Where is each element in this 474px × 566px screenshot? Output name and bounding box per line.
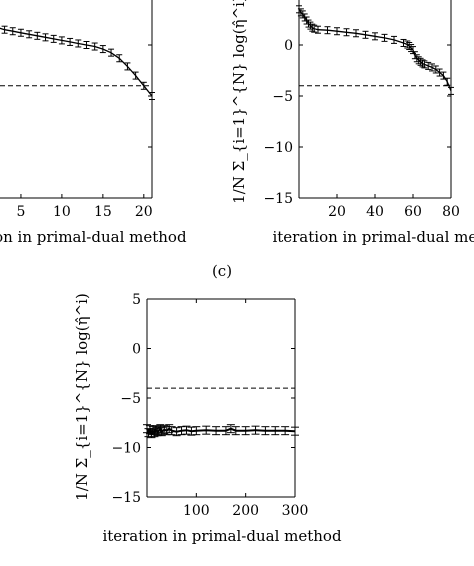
panel-c-data-point <box>172 427 181 437</box>
panel-a-data-point <box>149 92 155 100</box>
panel-b-data-point <box>429 63 435 72</box>
panel-b-data-point <box>334 27 340 36</box>
panel-b-data-point <box>444 77 451 86</box>
panel-b-y-tick-label: −15 <box>263 191 293 207</box>
panel-c-data-point <box>182 425 191 435</box>
panel-a-data-point <box>83 41 90 49</box>
panel-b-plot-area <box>296 0 454 199</box>
panel-b-y-tick-label: 0 <box>284 38 293 54</box>
panel-b-data-point <box>372 32 378 41</box>
panel-b-y-axis-title: 1/N Σ_{i=1}^{N} log(η̂^i) <box>230 0 248 204</box>
panel-c-label: (c) <box>212 262 232 280</box>
panel-c-data-point <box>226 424 235 434</box>
panel-c-y-tick-label: −10 <box>111 441 141 457</box>
panel-a-data-point <box>9 27 16 36</box>
panel-b-x-tick-label: 20 <box>328 204 346 220</box>
panel-c-y-tick-label: −5 <box>120 391 141 407</box>
panel-b-x-tick-label: 80 <box>442 204 460 220</box>
panel-c-data-point <box>271 426 280 436</box>
panel-a-data-point <box>91 42 98 51</box>
panel-c-data-point <box>212 426 221 436</box>
panel-c-y-tick-label: −15 <box>111 490 141 506</box>
panel-c-data-point <box>281 426 290 436</box>
panel-c-y-tick-label: 5 <box>132 292 141 308</box>
panel-a-data-point <box>34 31 41 40</box>
panel-c-data-point <box>291 426 299 436</box>
panel-b-series-line <box>298 8 452 92</box>
panel-c-data-point <box>251 425 260 435</box>
panel-a-data-point <box>58 36 65 45</box>
panel-b-chart: 20 40 60 80 5 0 −5 −10 −15 iteration in primal-… <box>230 0 474 246</box>
panel-c-plot-area <box>143 298 299 498</box>
panel-b-data-point <box>391 35 397 44</box>
panel-c-x-axis-title: iteration in primal-dual method <box>102 527 342 545</box>
panel-b-data-point <box>421 60 428 69</box>
panel-a-x-axis-title: iteration in primal-dual method <box>0 228 187 246</box>
panel-a-data-point <box>124 62 131 71</box>
panel-b-x-tick-label: 40 <box>366 204 384 220</box>
panel-a-data-point <box>75 39 82 48</box>
panel-b-data-point <box>343 28 350 37</box>
panel-b-data-point <box>400 38 407 47</box>
panel-c-x-ticks: 100 200 300 <box>183 299 308 519</box>
panel-b-x-tick-label: 60 <box>404 204 422 220</box>
panel-c-data-point <box>221 426 230 436</box>
panel-b-y-tick-label: −10 <box>263 140 293 156</box>
panel-a-x-tick-label: 5 <box>16 204 25 220</box>
panel-b-data-point <box>440 71 447 80</box>
panel-a-data-point <box>42 33 49 42</box>
panel-b-data-point <box>425 61 432 70</box>
panel-a-data-point <box>17 28 24 37</box>
panel-a-chart: 5 10 15 20 iteration in primal-dual method <box>0 0 187 246</box>
panel-b-data-point <box>436 68 443 77</box>
panel-b-data-point <box>311 24 318 33</box>
panel-a-plot-area <box>0 0 155 199</box>
panel-c-y-axis-title: 1/N Σ_{i=1}^{N} log(η̂^i) <box>73 293 91 501</box>
panel-c-data-point <box>167 426 176 436</box>
panel-c-data-point <box>241 426 250 436</box>
panel-c-x-tick-label: 100 <box>183 503 210 519</box>
panel-a-data-point <box>1 25 8 34</box>
panel-c-data-point <box>202 425 211 435</box>
panel-a-x-tick-label: 10 <box>53 204 71 220</box>
panel-b-y-tick-label: −5 <box>272 89 293 105</box>
panel-c-data-point <box>192 426 201 436</box>
panel-a-data-point <box>67 37 74 46</box>
panel-b-x-ticks: 20 40 60 80 <box>328 194 460 220</box>
panel-c-y-ticks: 5 0 −5 −10 −15 <box>111 292 295 506</box>
panel-b-y-ticks: 5 0 −5 −10 −15 <box>263 0 451 207</box>
panel-a-series-line <box>0 27 153 97</box>
panel-a-x-ticks: 5 10 15 20 <box>16 194 153 220</box>
panel-c-chart: 100 200 300 5 0 −5 −10 −15 iteration in primal… <box>73 292 342 545</box>
panel-a-data-point <box>50 34 57 43</box>
panel-b-y-tick-label: 5 <box>284 0 293 3</box>
panel-a-data-point <box>26 30 33 39</box>
panel-b-x-axis-title: iteration in primal-dual method <box>272 228 474 246</box>
panel-a-data-point <box>132 71 139 80</box>
panel-a-data-point <box>140 81 147 90</box>
panel-b-data-point <box>362 30 369 39</box>
panel-c-y-tick-label: 0 <box>132 342 141 358</box>
panel-c-data-point <box>261 426 270 436</box>
panel-c-data-point <box>231 426 240 436</box>
panel-b-data-point <box>432 65 439 74</box>
panel-a-x-tick-label: 15 <box>94 204 112 220</box>
panel-c-x-tick-label: 300 <box>282 503 309 519</box>
panel-b-data-point <box>381 33 388 42</box>
panel-a-data-point <box>99 45 106 54</box>
panel-a-data-point <box>108 48 115 57</box>
panel-c-x-tick-label: 200 <box>232 503 259 519</box>
panel-b-data-point <box>448 86 454 95</box>
panel-b-data-point <box>324 26 331 35</box>
panel-b-data-point <box>315 25 321 34</box>
panel-b-data-point <box>353 29 359 38</box>
panel-a-x-tick-label: 20 <box>135 204 153 220</box>
panel-a-data-point <box>116 54 123 63</box>
